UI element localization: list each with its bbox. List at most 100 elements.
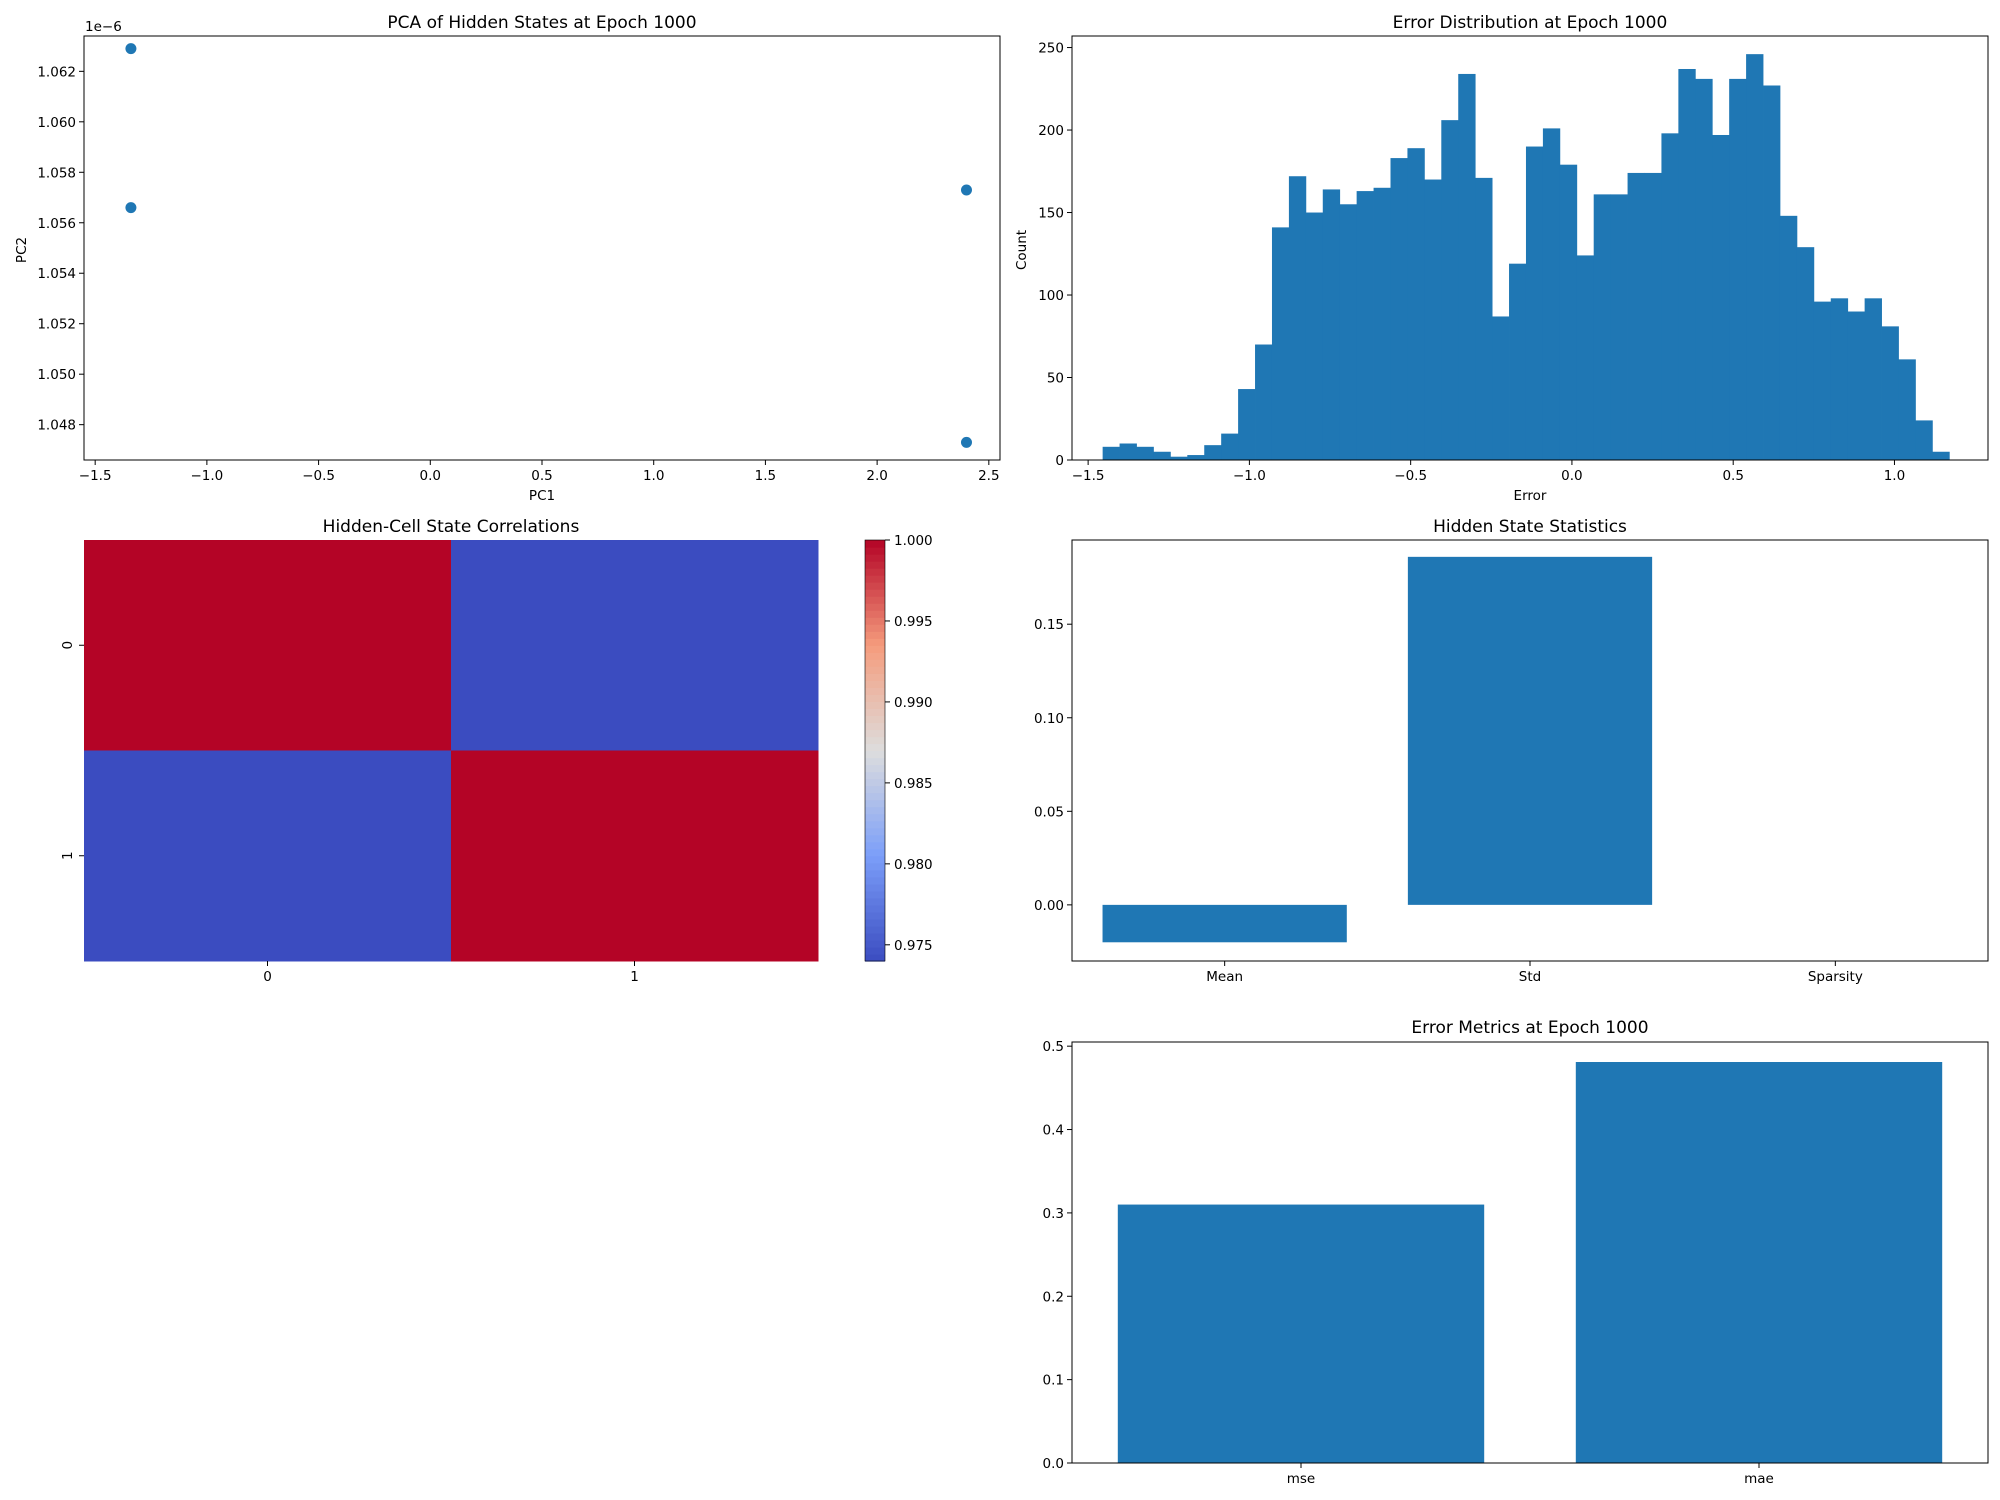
pca-xtick-label: 1.0 [643,468,664,484]
pca-point [960,436,972,448]
hist-ytick-label: 0 [1055,453,1064,469]
colorbar-segment [865,764,885,773]
hist-bar [1441,120,1459,460]
errmetrics-ytick-label: 0.1 [1043,1373,1064,1389]
colorbar-segment [865,848,885,857]
errmetrics-title: Error Metrics at Epoch 1000 [1411,1018,1648,1038]
pca-ytick-label: 1.054 [37,266,76,282]
hist-xtick-label: −0.5 [1394,468,1427,484]
hist-bar [1610,194,1628,460]
colorbar-segment [865,729,885,738]
colorbar-segment [865,953,885,962]
hist-ytick-label: 50 [1047,371,1064,387]
pca-xtick-label: 1.5 [755,468,776,484]
pca-ytick-label: 1.060 [37,115,76,131]
errmetrics-xtick-label: mse [1287,1471,1316,1487]
colorbar-tick-label: 0.995 [894,614,933,630]
colorbar-segment [865,561,885,569]
error-hist-panel: Error Distribution at Epoch 1000 −1.5 −1.… [1014,13,1989,504]
hist-xtick-label: 1.0 [1884,468,1905,484]
errmetrics-ytick-label: 0.3 [1043,1206,1064,1222]
colorbar-segment [865,939,885,948]
hist-bar [1644,172,1662,461]
errmetrics-ytick-label: 0.0 [1043,1456,1064,1472]
pca-offset-label: 1e−6 [85,19,122,35]
hist-bar [1509,263,1527,460]
error-hist-plot: −1.5 −1.0 −0.5 0.0 0.5 1.0 0 50 100 150 200 250 [1038,35,1989,484]
errmetrics-panel: Error Metrics at Epoch 1000 mse mae 0.0 0.1… [1043,1018,1989,1487]
pca-ytick-label: 1.062 [37,64,76,80]
colorbar-segment [865,652,885,660]
hist-bar [1119,443,1137,460]
hstats-xtick-label: Std [1519,969,1541,985]
hist-bar [1813,301,1832,460]
hist-bar [1373,187,1391,460]
heatmap-cell [84,750,452,962]
colorbar-segment [865,771,885,780]
hist-xtick-label: 0.0 [1561,468,1582,484]
hist-bar [1390,158,1408,460]
errmetrics-bar [1117,1204,1485,1463]
hist-ytick-label: 200 [1038,123,1064,139]
heatmap-cell [451,750,819,962]
errmetrics-ytick-label: 0.5 [1043,1039,1064,1055]
colorbar-segment [865,540,885,548]
hist-bar [1204,445,1222,460]
hstats-ytick-label: 0.10 [1034,711,1064,727]
hist-bar [1763,85,1781,460]
hist-bar [1542,128,1561,460]
hist-bar [1407,148,1425,460]
hstats-ytick-label: 0.00 [1034,898,1064,914]
colorbar-segment [865,792,885,801]
hist-bar [1322,189,1341,461]
colorbar-tick-label: 0.990 [894,695,933,711]
hist-bar [1881,326,1899,460]
pca-plot: −1.5 −1.0 −0.5 0.0 0.5 1.0 1.5 2.0 2.5 1.048 1.050… [37,35,1001,484]
colorbar-segment [865,834,885,843]
error-hist-ylabel: Count [1014,230,1030,270]
error-hist-xlabel: Error [1514,488,1547,504]
pca-xtick-label: −1.5 [79,468,112,484]
hist-bar [1661,133,1679,461]
colorbar-segment [865,617,885,625]
colorbar-segment [865,631,885,639]
pca-ytick-label: 1.048 [37,418,76,434]
hist-bar [1559,164,1578,461]
colorbar-segment [865,736,885,745]
corr-title: Hidden-Cell State Correlations [323,517,580,537]
colorbar-segment [865,554,885,562]
hist-bar [1271,227,1290,460]
hist-bar [1830,298,1849,460]
colorbar-segment [865,750,885,759]
colorbar-segment [865,890,885,899]
hist-bar [1779,215,1798,460]
pca-xtick-label: 2.5 [978,468,999,484]
colorbar-segment [865,862,885,871]
hist-bar [1525,146,1544,460]
colorbar-segment [865,568,885,576]
pca-title: PCA of Hidden States at Epoch 1000 [387,13,696,33]
colorbar-segment [865,820,885,829]
hist-bar [1492,316,1510,460]
errmetrics-ytick-label: 0.2 [1043,1289,1064,1305]
pca-point [960,184,972,196]
heatmap-cell [84,540,452,751]
colorbar-segment [865,687,885,695]
error-hist-title: Error Distribution at Epoch 1000 [1393,13,1668,33]
colorbar-segment [865,596,885,604]
hist-bar [1864,298,1882,460]
colorbar-segment [865,897,885,906]
hist-bar [1729,78,1747,460]
pca-ytick-label: 1.058 [37,165,76,181]
hist-xtick-label: −1.0 [1233,468,1266,484]
colorbar-segment [865,827,885,836]
pca-panel: PCA of Hidden States at Epoch 1000 1e−6 … [14,13,1001,504]
hist-bar [1255,344,1273,460]
hist-bar [1695,78,1713,460]
colorbar-segment [865,701,885,709]
colorbar-segment [865,813,885,822]
colorbar-segment [865,645,885,653]
colorbar-segment [865,589,885,597]
pca-xlabel: PC1 [529,488,555,504]
